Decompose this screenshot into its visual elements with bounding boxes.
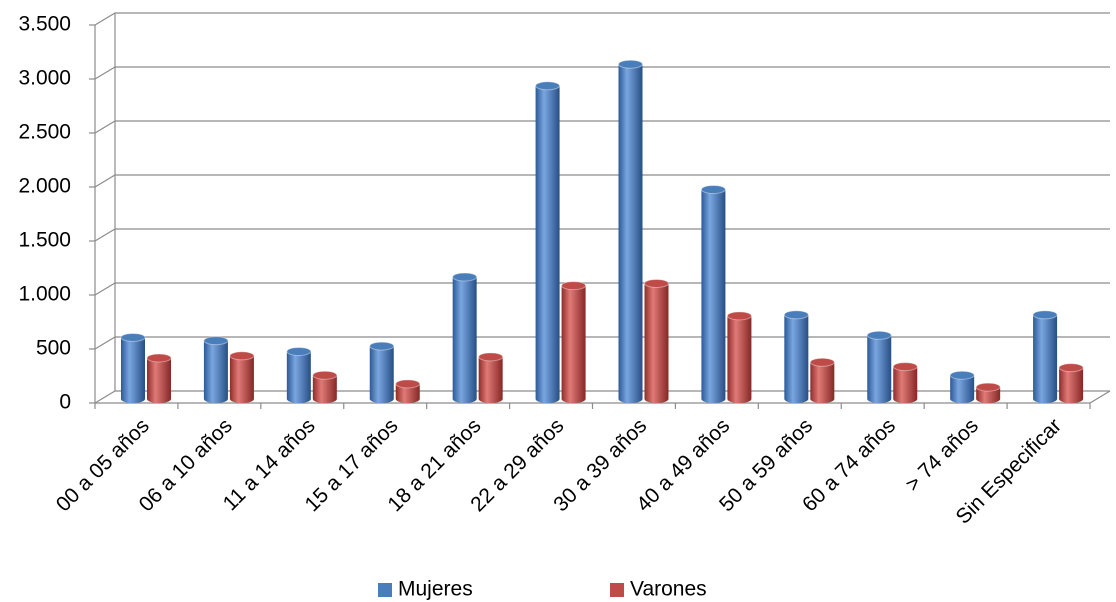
bar <box>229 355 254 403</box>
bar-top <box>146 353 172 363</box>
bar-top <box>229 351 255 361</box>
bar <box>644 283 669 403</box>
grid-line <box>94 66 1110 80</box>
bar-group <box>369 341 395 403</box>
legend-label: Mujeres <box>398 578 473 601</box>
bar-group <box>892 362 918 403</box>
bar-top <box>949 370 975 380</box>
bar-group <box>395 379 421 403</box>
bar-top <box>1032 310 1058 320</box>
bar <box>867 335 892 403</box>
y-tick-label: 2.500 <box>18 121 71 144</box>
bar-group <box>1058 363 1084 403</box>
bar-top <box>203 336 229 346</box>
bar-top <box>452 272 478 282</box>
bar-top <box>561 281 587 291</box>
bar-top <box>120 332 146 342</box>
bar-top <box>1058 363 1084 373</box>
bar-group <box>866 330 892 403</box>
bar <box>395 383 420 403</box>
bar-top <box>312 370 338 380</box>
grid-line <box>94 174 1110 188</box>
bar-group <box>809 357 835 403</box>
bar <box>535 85 560 404</box>
bar-group <box>783 310 809 403</box>
bar <box>561 285 586 403</box>
bar <box>727 315 752 403</box>
bar <box>950 375 975 403</box>
bar-group <box>535 81 561 404</box>
bar-top <box>286 346 312 356</box>
y-tick-label: 3.500 <box>18 13 71 36</box>
bar-group <box>618 59 643 403</box>
bar-top <box>369 341 395 351</box>
y-tick-label: 1.500 <box>18 229 71 252</box>
bar <box>1059 367 1084 403</box>
grid-line <box>94 120 1110 134</box>
grid-line <box>94 282 1110 296</box>
bar-group <box>700 184 726 403</box>
bar-group <box>726 311 752 403</box>
y-tick-label: 3.000 <box>18 67 71 90</box>
bar-top <box>478 352 504 362</box>
grid-line <box>94 228 1110 242</box>
bar-group <box>203 336 229 403</box>
bar-top <box>618 59 643 69</box>
bar-top <box>726 311 752 321</box>
bar-top <box>783 310 809 320</box>
bar-top <box>975 382 1001 392</box>
bar <box>147 357 171 403</box>
bar <box>286 351 311 403</box>
grid-line <box>94 390 1110 404</box>
bar-group <box>120 332 146 403</box>
bar-top <box>535 81 561 91</box>
bar-top <box>866 330 892 340</box>
bar-group <box>478 352 504 403</box>
bar <box>121 337 145 403</box>
bar <box>452 276 477 403</box>
legend-swatch <box>610 583 624 597</box>
bar-top <box>644 278 669 288</box>
bar-top <box>809 357 835 367</box>
legend-swatch <box>378 583 392 597</box>
bar-group <box>146 353 172 403</box>
grid-line <box>94 336 1110 350</box>
bar <box>893 366 918 403</box>
bar <box>312 375 337 403</box>
y-tick-label: 500 <box>36 337 71 360</box>
y-tick-label: 0 <box>59 391 71 414</box>
bar-top <box>700 184 726 194</box>
bar <box>810 362 835 403</box>
bar-group <box>452 272 478 403</box>
bar-group <box>229 351 255 403</box>
bar-top <box>395 379 421 389</box>
bar <box>478 356 503 403</box>
y-tick-label: 2.000 <box>18 175 71 198</box>
bar <box>784 314 809 403</box>
legend-label: Varones <box>630 578 707 601</box>
bar <box>618 64 643 403</box>
y-tick-label: 1.000 <box>18 283 71 306</box>
bar-group <box>644 278 669 403</box>
bar-group <box>561 281 587 403</box>
bar-group <box>286 346 312 403</box>
bar <box>203 340 228 403</box>
bar-group <box>975 382 1001 403</box>
x-tick-label: > 74 años <box>901 414 983 496</box>
bar-group <box>312 370 338 403</box>
grid-line <box>94 12 1110 26</box>
bar <box>701 189 726 403</box>
bar <box>369 346 394 403</box>
bar <box>976 387 1001 403</box>
bar-group <box>1032 310 1058 403</box>
bar-group <box>949 370 975 403</box>
bar-top <box>892 362 918 372</box>
bar <box>1033 314 1058 403</box>
